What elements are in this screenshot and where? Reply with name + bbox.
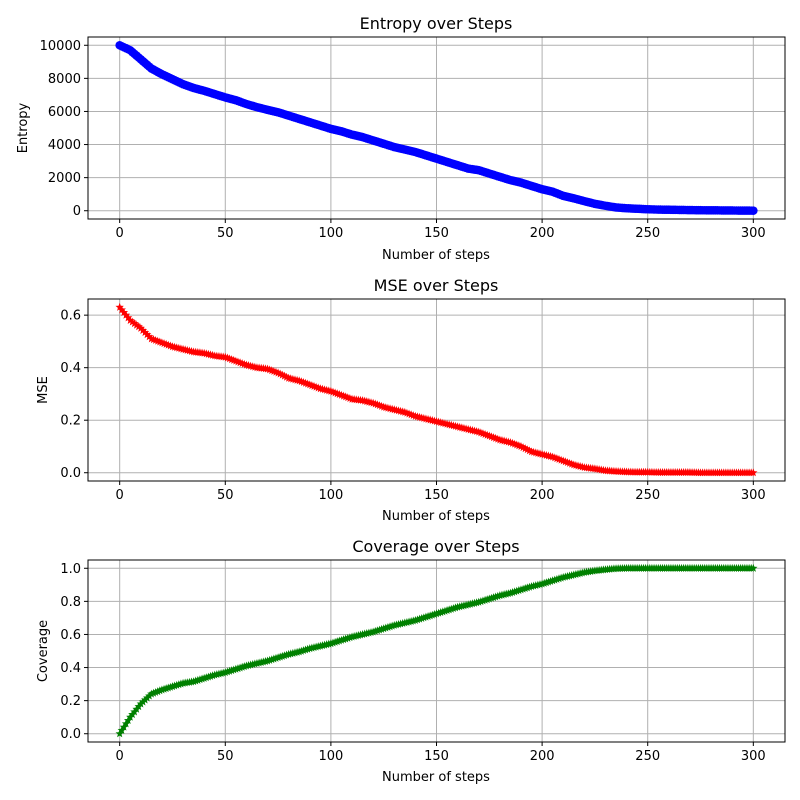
y-axis-label: Entropy bbox=[16, 102, 31, 153]
y-tick-label: 10000 bbox=[40, 39, 81, 54]
x-tick-label: 50 bbox=[217, 749, 234, 764]
data-point bbox=[145, 691, 154, 700]
data-point bbox=[140, 328, 150, 337]
data-point bbox=[147, 689, 156, 698]
data-point bbox=[138, 325, 148, 334]
x-tick-label: 100 bbox=[318, 749, 343, 764]
x-tick-label: 150 bbox=[424, 749, 449, 764]
x-tick-label: 200 bbox=[530, 488, 555, 503]
data-point bbox=[153, 687, 162, 696]
x-axis-label: Number of steps bbox=[382, 770, 490, 785]
y-axis-label: Coverage bbox=[36, 620, 51, 682]
y-tick-label: 8000 bbox=[48, 72, 81, 87]
x-tick-label: 300 bbox=[741, 226, 766, 241]
data-point bbox=[123, 313, 133, 322]
data-point bbox=[151, 687, 160, 696]
x-tick-label: 200 bbox=[530, 749, 555, 764]
data-point bbox=[149, 688, 158, 697]
x-tick-label: 100 bbox=[318, 226, 343, 241]
chart-title: MSE over Steps bbox=[374, 276, 499, 295]
data-point bbox=[749, 206, 758, 215]
y-tick-label: 6000 bbox=[48, 105, 81, 120]
data-point bbox=[142, 330, 152, 339]
x-tick-label: 200 bbox=[530, 226, 555, 241]
x-tick-label: 100 bbox=[318, 488, 343, 503]
data-point bbox=[121, 310, 131, 319]
data-point bbox=[136, 699, 145, 708]
y-tick-label: 0.0 bbox=[60, 466, 81, 481]
data-point bbox=[132, 320, 141, 329]
x-tick-label: 250 bbox=[635, 226, 660, 241]
x-axis-label: Number of steps bbox=[382, 509, 490, 524]
y-tick-label: 0.4 bbox=[60, 361, 81, 376]
x-tick-label: 0 bbox=[116, 749, 124, 764]
data-point bbox=[749, 563, 758, 572]
y-tick-label: 0.2 bbox=[60, 694, 81, 709]
data-point bbox=[115, 302, 124, 311]
mse-panel: MSE over Steps 0 50 100 150 200 250 300 0.0 0.2 0… bbox=[36, 276, 786, 524]
x-axis-label: Number of steps bbox=[382, 248, 490, 263]
x-tick-label: 250 bbox=[635, 488, 660, 503]
data-point bbox=[126, 316, 135, 324]
data-point bbox=[119, 308, 129, 317]
data-point bbox=[128, 317, 137, 326]
data-point bbox=[749, 468, 758, 477]
y-tick-label: 0.2 bbox=[60, 414, 81, 429]
data-point bbox=[134, 322, 143, 331]
y-tick-label: 0.4 bbox=[60, 661, 81, 676]
y-tick-label: 0.8 bbox=[60, 595, 81, 610]
data-point bbox=[140, 695, 150, 704]
y-tick-label: 2000 bbox=[48, 171, 81, 186]
data-point bbox=[117, 305, 126, 314]
data-point bbox=[155, 686, 164, 695]
x-tick-label: 300 bbox=[741, 488, 766, 503]
x-tick-label: 150 bbox=[424, 226, 449, 241]
data-point bbox=[130, 319, 139, 328]
y-axis-label: MSE bbox=[36, 376, 51, 404]
data-point bbox=[142, 693, 152, 702]
y-tick-label: 4000 bbox=[48, 138, 81, 153]
y-tick-label: 0.0 bbox=[60, 727, 81, 742]
x-tick-label: 50 bbox=[217, 488, 234, 503]
coverage-panel: Coverage over Steps 0 50 100 150 200 250 300 0.… bbox=[36, 537, 786, 785]
x-tick-label: 150 bbox=[424, 488, 449, 503]
chart-title: Coverage over Steps bbox=[352, 537, 519, 556]
chart-title: Entropy over Steps bbox=[360, 14, 513, 33]
entropy-panel: Entropy over Steps 0 50 100 150 200 250 300 0 20… bbox=[16, 14, 786, 263]
y-tick-label: 0.6 bbox=[60, 309, 81, 324]
x-tick-label: 0 bbox=[116, 226, 124, 241]
x-tick-label: 300 bbox=[741, 749, 766, 764]
x-tick-label: 0 bbox=[116, 488, 124, 503]
x-tick-label: 250 bbox=[635, 749, 660, 764]
data-point bbox=[136, 323, 145, 332]
y-tick-label: 1.0 bbox=[60, 562, 81, 577]
y-tick-label: 0.6 bbox=[60, 628, 81, 643]
data-point bbox=[138, 697, 148, 706]
y-tick-label: 0 bbox=[73, 204, 81, 219]
x-tick-label: 50 bbox=[217, 226, 234, 241]
data-point bbox=[145, 332, 154, 341]
